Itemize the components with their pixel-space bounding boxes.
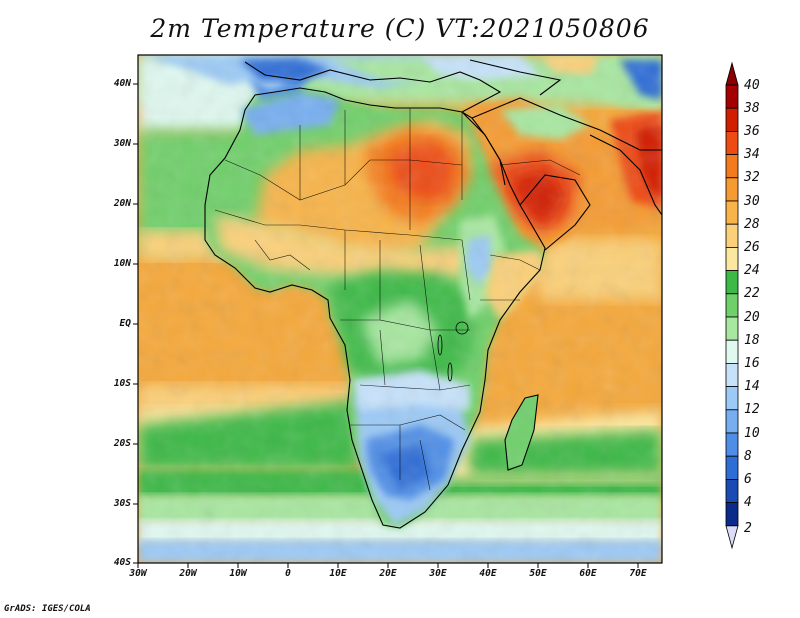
colorbar-swatch [725, 502, 739, 527]
colorbar-label: 16 [744, 356, 760, 371]
lon-label-20e: 20E [379, 568, 397, 579]
coastlines [204, 59, 662, 529]
lat-label-10s: 10S [113, 378, 131, 389]
grads-credit: GrADS: IGES/COLA [4, 604, 91, 614]
colorbar-swatch [725, 409, 739, 434]
lon-label-30e: 30E [429, 568, 447, 579]
colorbar-swatch [725, 200, 739, 225]
colorbar-label: 38 [744, 101, 760, 116]
colorbar-label: 8 [744, 449, 752, 464]
lat-label-30n: 30N [113, 138, 131, 149]
colorbar-swatch [725, 455, 739, 480]
colorbar-swatch [725, 478, 739, 503]
lat-label-40n: 40N [113, 78, 131, 89]
colorbar-label: 34 [744, 147, 760, 162]
lon-label-20w: 20W [179, 568, 197, 579]
colorbar-min-arrow [725, 525, 739, 550]
colorbar-label: 32 [744, 170, 760, 185]
colorbar-label: 24 [744, 263, 760, 278]
colorbar-label: 22 [744, 286, 760, 301]
colorbar-swatch [725, 293, 739, 318]
lon-label-0: 0 [285, 568, 291, 579]
colorbar-swatch [725, 432, 739, 457]
colorbar-label: 4 [744, 495, 752, 510]
colorbar-swatch [725, 362, 739, 387]
colorbar-label: 40 [744, 78, 760, 93]
colorbar [725, 61, 739, 550]
lat-label-20s: 20S [113, 438, 131, 449]
colorbar-swatch [725, 130, 739, 155]
lon-label-10e: 10E [329, 568, 347, 579]
field-layer [138, 55, 662, 563]
lon-label-60e: 60E [579, 568, 597, 579]
plot-frame [137, 54, 663, 564]
colorbar-swatch [725, 177, 739, 202]
lon-label-30w: 30W [129, 568, 147, 579]
colorbar-label: 28 [744, 217, 760, 232]
lon-label-70e: 70E [629, 568, 647, 579]
axis-ticks [133, 83, 639, 568]
colorbar-swatch [725, 223, 739, 248]
lat-label-eq: EQ [119, 318, 131, 329]
colorbar-swatch [725, 386, 739, 411]
colorbar-label: 30 [744, 194, 760, 209]
colorbar-label: 36 [744, 124, 760, 139]
colorbar-label: 14 [744, 379, 760, 394]
lat-label-20n: 20N [113, 198, 131, 209]
colorbar-swatch [725, 154, 739, 179]
country-borders [214, 108, 581, 491]
colorbar-label: 10 [744, 426, 760, 441]
chart-title: 2m Temperature (C) VT:2021050806 [150, 14, 650, 43]
colorbar-swatch [725, 246, 739, 271]
colorbar-swatch [725, 316, 739, 341]
colorbar-swatch [725, 107, 739, 132]
colorbar-label: 6 [744, 472, 752, 487]
lat-label-30s: 30S [113, 498, 131, 509]
colorbar-label: 12 [744, 402, 760, 417]
colorbar-max-arrow [725, 61, 739, 86]
colorbar-swatch [725, 339, 739, 364]
colorbar-swatch [725, 84, 739, 109]
lon-label-40e: 40E [479, 568, 497, 579]
colorbar-label: 2 [744, 521, 752, 536]
colorbar-label: 18 [744, 333, 760, 348]
colorbar-label: 26 [744, 240, 760, 255]
lat-label-40s: 40S [113, 557, 131, 568]
lat-label-10n: 10N [113, 258, 131, 269]
lon-label-10w: 10W [229, 568, 247, 579]
colorbar-label: 20 [744, 310, 760, 325]
colorbar-swatch [725, 270, 739, 295]
lon-label-50e: 50E [529, 568, 547, 579]
